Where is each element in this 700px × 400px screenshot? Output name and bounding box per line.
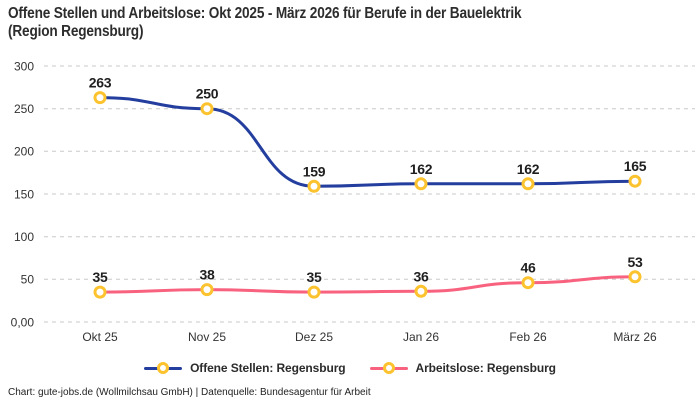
legend-label-arbeitslose: Arbeitslose: Regensburg [415,361,557,375]
x-axis-tick: Jan 26 [403,330,439,344]
data-point-label: 53 [628,254,643,270]
data-point-marker [414,284,428,298]
y-axis-tick: 150 [14,187,34,201]
data-point-label: 263 [89,75,112,91]
series-line [98,96,637,188]
data-point-marker [307,285,321,299]
data-point-marker [200,283,214,297]
data-point-label: 162 [410,161,433,177]
y-axis-tick: 0,00 [11,315,35,329]
x-axis-tick: März 26 [613,330,657,344]
y-axis-tick: 250 [14,102,34,116]
data-point-label: 250 [196,86,219,102]
data-point-label: 35 [93,269,108,285]
chart-legend: Offene Stellen: Regensburg Arbeitslose: … [0,361,700,375]
data-point-label: 35 [307,269,322,285]
data-point-marker [628,174,642,188]
data-point-marker [521,177,535,191]
data-point-marker [307,179,321,193]
chart-title-line-2: (Region Regensburg) [8,23,144,40]
data-point-marker [93,91,107,105]
chart-footer: Chart: gute-jobs.de (Wollmilchsau GmbH) … [8,387,371,398]
y-axis-tick: 50 [21,273,35,287]
legend-label-offene-stellen: Offene Stellen: Regensburg [190,361,346,375]
data-point-marker [93,285,107,299]
data-point-label: 38 [200,267,215,283]
legend-point-icon [157,362,170,374]
legend-item-arbeitslose[interactable]: Arbeitslose: Regensburg [369,361,557,375]
chart-header: Offene Stellen und Arbeitslose: Okt 2025… [8,5,696,41]
data-point-marker [628,270,642,284]
legend-point-icon [382,362,395,374]
data-point-marker [200,102,214,116]
series-line [98,275,637,294]
legend-line-marker-icon [144,361,183,375]
data-point-label: 36 [414,268,429,284]
legend-line-marker-icon [369,361,408,375]
chart-credit: Chart: gute-jobs.de (Wollmilchsau GmbH) … [8,387,371,398]
data-point-label: 162 [517,161,540,177]
chart-title: Offene Stellen und Arbeitslose: Okt 2025… [8,5,696,41]
y-axis-tick: 100 [14,230,34,244]
line-chart: 300 250 200 150 100 50 0,00 Okt 25 Nov 25 Dez 25 J… [11,59,695,344]
data-point-marker [521,276,535,290]
chart-title-line-1: Offene Stellen und Arbeitslose: Okt 2025… [8,5,522,22]
legend-item-offene-stellen[interactable]: Offene Stellen: Regensburg [144,361,346,375]
y-axis-tick: 200 [14,145,34,159]
y-axis-tick: 300 [14,59,34,73]
data-point-label: 159 [303,163,326,179]
data-point-label: 46 [521,260,536,276]
x-axis-tick: Dez 25 [295,330,333,344]
data-point-label: 165 [624,158,647,174]
x-axis-tick: Feb 26 [509,330,547,344]
x-axis-tick: Nov 25 [188,330,226,344]
x-axis-tick: Okt 25 [82,330,118,344]
data-point-marker [414,177,428,191]
